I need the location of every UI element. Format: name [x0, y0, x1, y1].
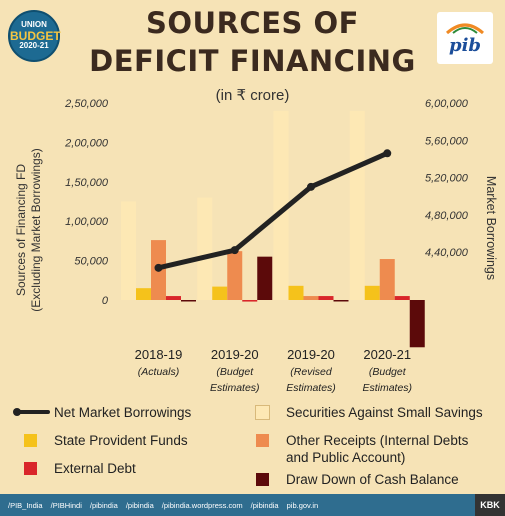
right-axis-tick-label: 4,40,000 [425, 247, 469, 259]
right-axis-title: Market Borrowings [484, 176, 498, 280]
legend-label: Securities Against Small Savings [286, 405, 483, 420]
bar-state-provident-funds [288, 285, 304, 300]
bar-external-debt [242, 300, 258, 302]
bar-draw-down-of-cash-balance [181, 300, 196, 302]
legend-color-swatch [256, 473, 269, 486]
right-axis-tick-label: 5,60,000 [425, 135, 469, 147]
legend-line-dot [13, 408, 21, 416]
bar-state-provident-funds [364, 285, 380, 300]
subtitle: (in ₹ crore) [215, 87, 290, 104]
footer-handle-twitter-hindi[interactable]: /PIBHindi [50, 500, 82, 510]
footer-handle-youtube[interactable]: /pibindia [125, 500, 154, 510]
left-axis-tick-label: 2,50,000 [64, 98, 109, 110]
category-label: (Actuals) [138, 366, 179, 378]
bar-state-provident-funds [136, 288, 151, 300]
category-label: 2018-19 [135, 347, 183, 362]
legend-label: External Debt [54, 461, 136, 476]
bar-securities-against-small-savings [273, 110, 289, 300]
bar-draw-down-of-cash-balance [333, 300, 349, 302]
title-line2: DEFICIT FINANCING [89, 44, 416, 78]
category-label: 2020-21 [363, 347, 411, 362]
bar-securities-against-small-savings [197, 197, 213, 300]
left-axis-title-line: Sources of Financing FD [14, 164, 28, 296]
footer-handle-instagram[interactable]: /pibindia [250, 500, 279, 510]
bar-securities-against-small-savings [349, 110, 365, 300]
bar-external-debt [318, 296, 334, 300]
category-label: (Budget [369, 366, 407, 378]
category-label: (Revised [290, 366, 333, 378]
pib-logo: pib [437, 12, 493, 64]
legend-color-swatch [256, 434, 269, 447]
net-market-borrowings-point [307, 182, 315, 191]
badge-line1: UNION [21, 20, 47, 30]
right-axis-tick-label: 4,80,000 [425, 210, 469, 222]
right-axis-tick-label: 6,00,000 [425, 98, 469, 110]
legend-label: Draw Down of Cash Balance [286, 472, 459, 487]
left-axis-tick-label: 1,00,000 [65, 216, 109, 228]
category-label: 2019-20 [287, 347, 335, 362]
category-label: Estimates) [210, 382, 260, 394]
bar-draw-down-of-cash-balance [409, 300, 425, 348]
footer-handle-twitter[interactable]: /PIB_India [8, 500, 43, 510]
bar-other-receipts-internal-debts-and-public-account [303, 296, 319, 300]
deficit-financing-chart: 0 50,000 1,00,000 1,50,000 2,00,000 2,50,000 4… [14, 98, 498, 394]
bar-other-receipts-internal-debts-and-public-account [379, 259, 395, 300]
legend-label: Other Receipts (Internal Debts and Publi… [286, 433, 469, 465]
right-axis-tick-label: 5,20,000 [425, 173, 469, 185]
legend-label: Net Market Borrowings [54, 405, 192, 420]
net-market-borrowings-point [383, 149, 392, 158]
footer-handle-website[interactable]: pib.gov.in [286, 500, 319, 510]
legend-color-swatch [24, 462, 37, 475]
footer-handle-facebook[interactable]: /pibindia [89, 500, 118, 510]
left-axis-tick-label: 0 [102, 295, 109, 307]
category-label: Estimates) [286, 382, 336, 394]
category-label: (Budget [216, 366, 254, 378]
bar-other-receipts-internal-debts-and-public-account [227, 251, 243, 300]
pib-logo-text: pib [448, 34, 481, 56]
bar-draw-down-of-cash-balance [257, 256, 273, 300]
union-budget-badge: UNION BUDGET 2020-21 [8, 10, 61, 62]
net-market-borrowings-point [154, 263, 163, 272]
title-line1: SOURCES OF [146, 6, 359, 40]
footer-handle-blog[interactable]: /pibindia.wordpress.com [161, 500, 243, 510]
footer-brand: KBK [475, 494, 505, 516]
category-label: Estimates) [362, 382, 412, 394]
badge-line2: BUDGET [10, 28, 61, 43]
pib-logo-emblem-icon [446, 23, 484, 34]
category-label: 2019-20 [211, 347, 259, 362]
net-market-borrowings-point [230, 246, 239, 255]
badge-line3: 2020-21 [19, 41, 49, 51]
left-axis-tick-label: 2,00,000 [64, 137, 109, 149]
bar-external-debt [166, 296, 181, 300]
footer-bar: /PIB_India /PIBHindi /pibindia /pibindia… [0, 494, 505, 516]
bar-external-debt [394, 296, 410, 300]
left-axis-tick-label: 1,50,000 [65, 177, 109, 189]
legend-color-swatch [24, 434, 37, 447]
legend-label: State Provident Funds [54, 433, 188, 448]
net-market-borrowings-line [157, 150, 389, 271]
legend-color-swatch [255, 405, 270, 420]
bar-securities-against-small-savings [121, 201, 136, 300]
left-axis-tick-label: 50,000 [74, 256, 109, 268]
bar-state-provident-funds [212, 286, 228, 300]
left-axis-title-line: (Excluding Market Borrowings) [29, 148, 43, 311]
legend-line-swatch [13, 408, 50, 416]
